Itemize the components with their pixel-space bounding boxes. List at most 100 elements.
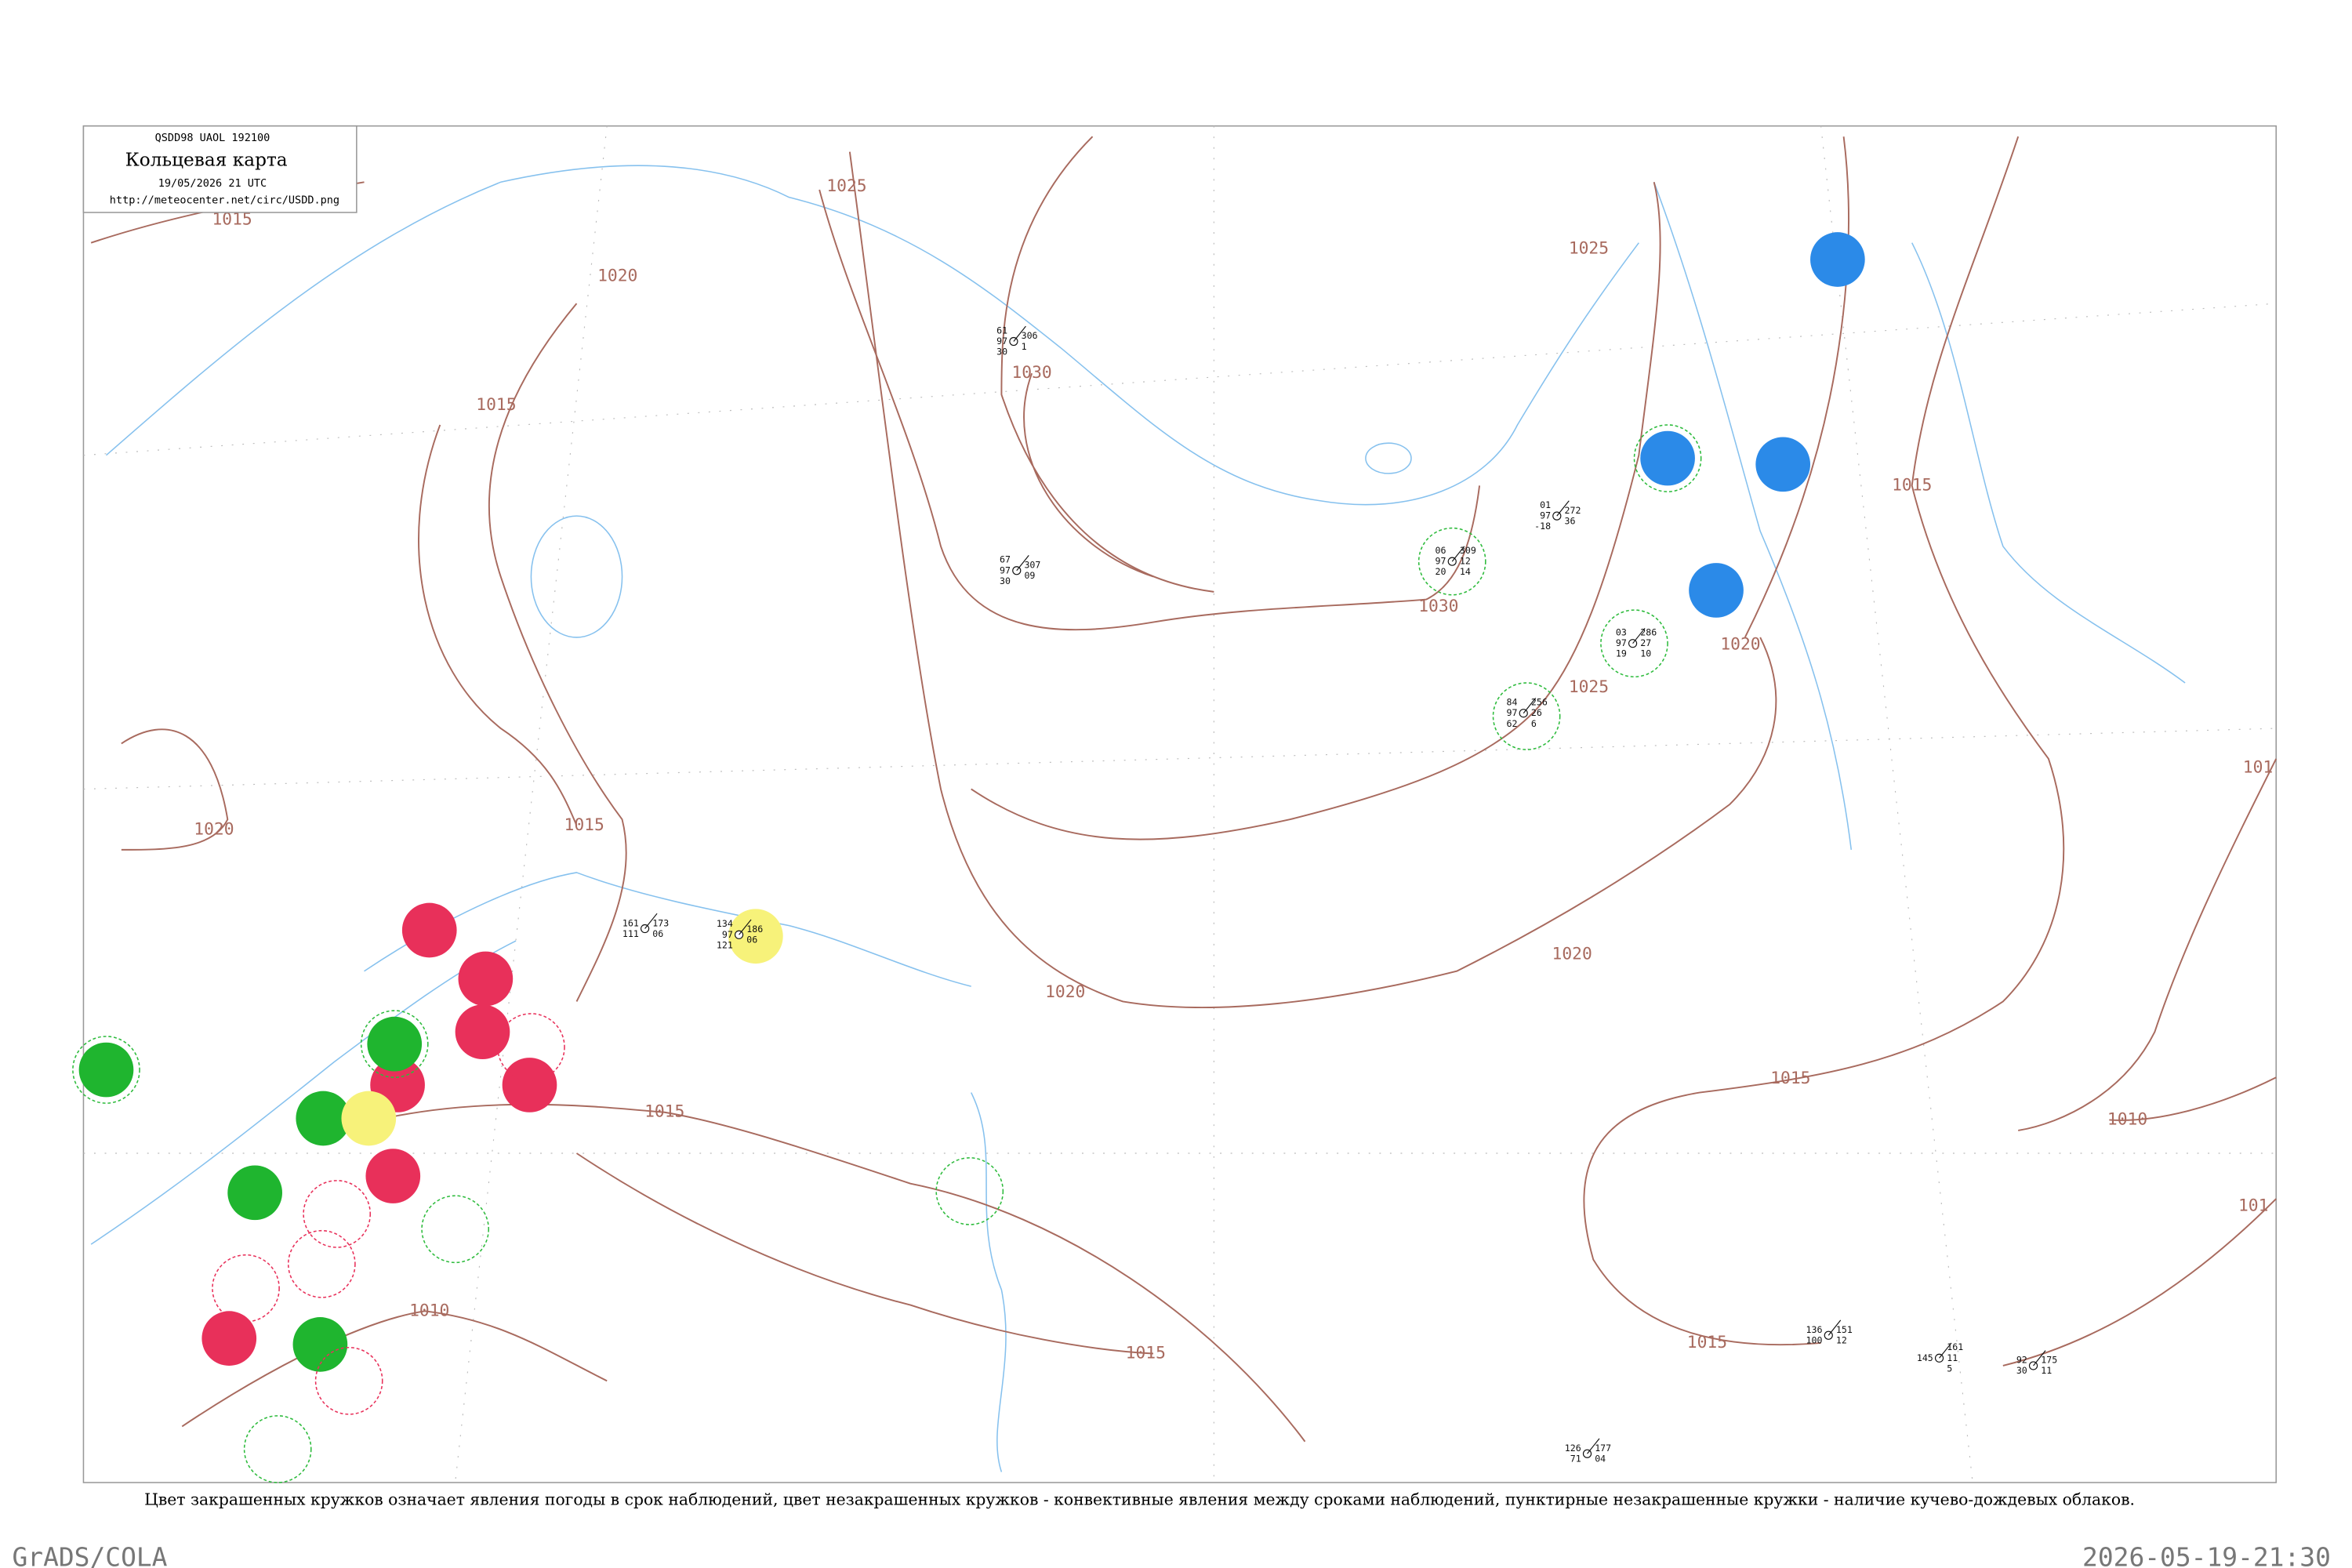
station-obs-left: 97 [1506,707,1517,718]
wind-barb [644,913,658,929]
cb-circle [1633,424,1702,492]
isobars [90,136,2278,1443]
station-obs-left: 30 [2016,1365,2027,1376]
station-obs-left: 97 [1540,510,1551,521]
station-obs-left: 126 [1565,1443,1581,1454]
isobar-label: 1015 [1892,475,1932,495]
station-obs-left: 97 [1000,564,1011,575]
cb-circle [243,1415,312,1483]
wind-barb [1939,1342,1952,1359]
station-obs-right: 151 [1836,1324,1853,1335]
isobar-label: 1030 [1012,363,1052,383]
coastlines [90,165,2186,1472]
weather-circle [728,909,783,964]
station-obs-right: 307 [1024,560,1040,571]
station-obs-left: 19 [1616,648,1627,659]
station-obs-left: 62 [1506,718,1517,729]
isobar-label: 1015 [1770,1069,1810,1088]
isobar-label: 1030 [1418,597,1458,616]
station-obs-left: 20 [1436,566,1446,577]
station-obs-left: 84 [1506,697,1517,708]
header-frame [82,125,358,213]
cb-circle [360,1010,429,1078]
station-obs-right: 272 [1564,505,1581,516]
footer-right: 2026-05-19-21:30 [2082,1541,2331,1568]
isobar-label: 1015 [1126,1343,1166,1363]
isobar-label: 1020 [194,820,234,840]
stations: 61973030610197-1827236069720309121403971… [622,325,2057,1464]
wind-barb [1523,697,1537,714]
station-obs-right: 36 [1564,515,1575,526]
station-obs-left: 30 [1000,575,1011,586]
wind-barb [1587,1438,1600,1454]
cb-circle [421,1195,489,1264]
isobar-label: 1020 [1045,982,1085,1002]
cb-circle [497,1013,565,1081]
station-obs-right: 14 [1460,566,1471,577]
station-obs-right: 175 [2041,1355,2057,1366]
station-obs-left: 145 [1917,1352,1933,1363]
station-obs-right: 1 [1022,341,1027,352]
station-obs-right: 12 [1460,556,1471,567]
wind-barb [739,919,752,935]
map-code: QSDD98 UAOL 192100 [155,132,270,144]
station-obs-right: 04 [1595,1454,1606,1465]
cb-circle [314,1346,383,1415]
station-obs-right: 5 [1947,1363,1952,1374]
header-box: QSDD98 UAOL 192100 Кольцевая карта 19/05… [82,125,358,213]
station-obs-right: 256 [1531,697,1548,708]
station-obs-left: 92 [2016,1355,2027,1366]
station-obs-left: 06 [1436,545,1446,556]
station-obs-right: 11 [2041,1365,2052,1376]
station-obs-left: 111 [622,928,639,939]
station-obs-left: 71 [1570,1454,1581,1465]
cb-circle [287,1229,356,1298]
cb-circle [935,1157,1004,1225]
station-obs-left: 67 [1000,554,1011,565]
weather-circle [1640,430,1695,486]
station-obs-left: -18 [1534,521,1551,532]
weather-circle [1755,437,1811,492]
isobar-label: 1015 [476,395,516,415]
station-circles [72,232,1865,1483]
cb-circle [212,1254,280,1323]
station-obs-left: 121 [717,939,733,950]
weather-circle [341,1091,397,1146]
station-obs-right: 309 [1460,545,1476,556]
weather-circle [455,1004,510,1059]
isobar-label: 1020 [1552,944,1592,964]
cb-circle [1600,609,1668,678]
wind-barb [1016,555,1029,572]
grid [83,125,2277,1483]
wind-barb [2033,1350,2046,1367]
station-obs-left: 97 [722,929,733,940]
cb-circle [72,1036,140,1104]
station-obs-right: 12 [1836,1335,1847,1346]
station-obs-left: 30 [996,347,1007,358]
station-obs-right: 06 [746,935,757,946]
weather-circle [296,1091,351,1146]
isobar-label: 1010 [2107,1109,2147,1129]
weather-circle [1810,232,1865,287]
station-obs-right: 10 [1640,648,1651,659]
station-obs-left: 97 [996,336,1007,347]
station-obs-left: 03 [1616,627,1627,638]
wind-barb [1556,500,1570,517]
weather-circle [458,951,514,1007]
station-obs-right: 09 [1024,570,1035,581]
isobar-label: 101 [2243,757,2273,777]
footer-left: GrADS/COLA [12,1541,167,1568]
isobar-label: 101 [2238,1196,2268,1216]
station-obs-right: 11 [1947,1352,1958,1363]
map-url: http://meteocenter.net/circ/USDD.png [110,194,339,207]
weather-circle [365,1149,421,1203]
